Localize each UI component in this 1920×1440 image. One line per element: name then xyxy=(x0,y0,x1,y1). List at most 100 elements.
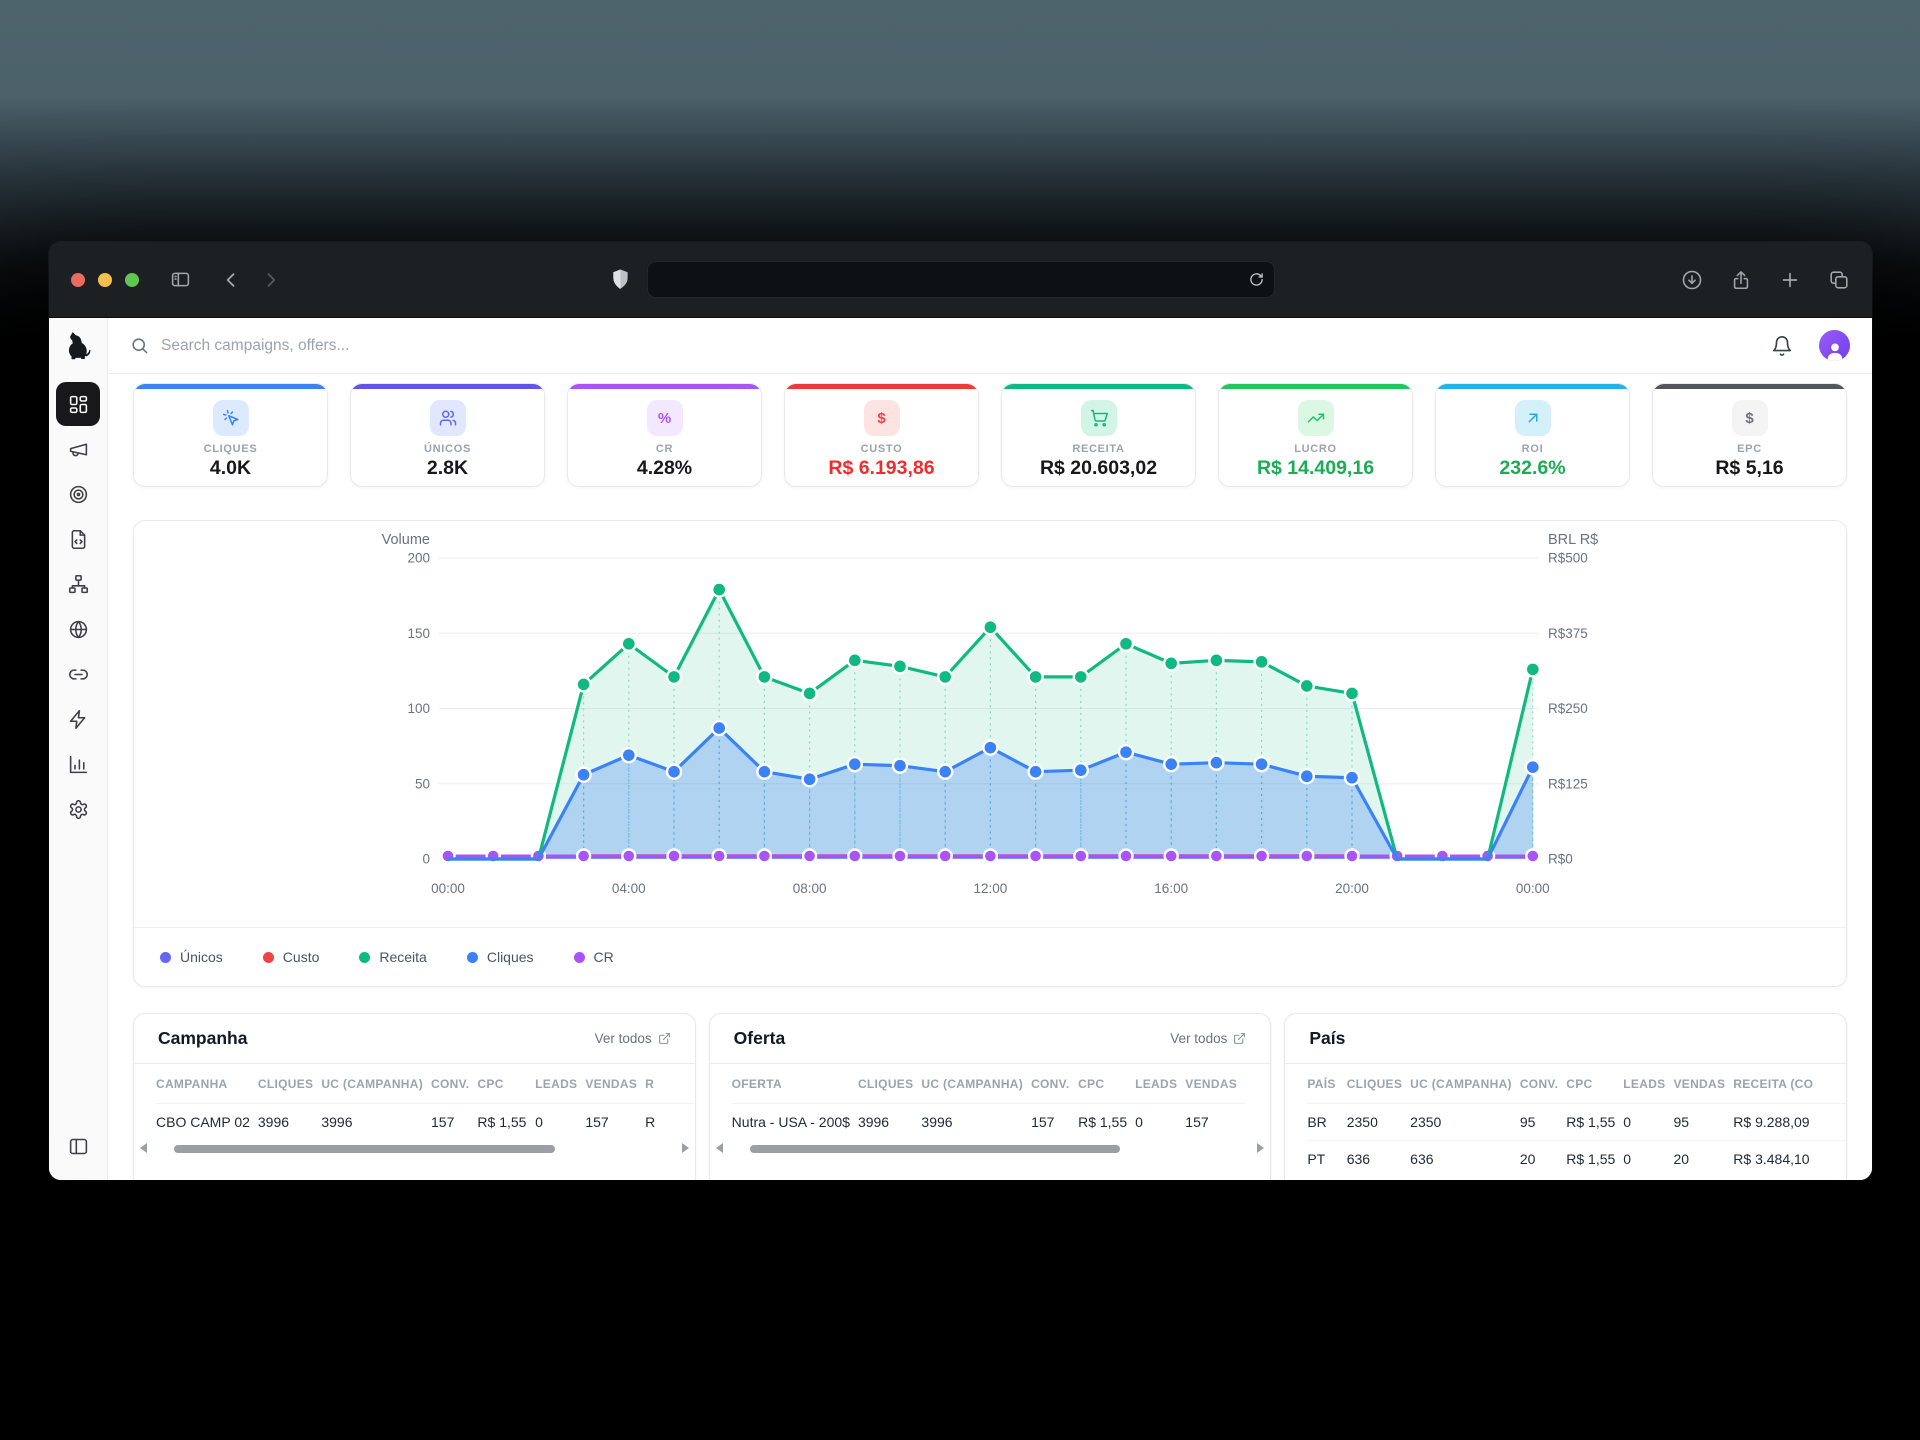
table-cell: 2350 xyxy=(1346,1103,1411,1141)
new-tab-icon[interactable] xyxy=(1779,269,1801,291)
table-scroll-area[interactable]: OFERTA CLIQUES UC (CAMPANHA) CONV. CPC LEADS V… xyxy=(731,1064,1271,1140)
horizontal-scrollbar[interactable] xyxy=(140,1143,689,1154)
metrics-row: CLIQUES 4.0K ÚNICOS 2.8K% CR 4.28% $ CUSTO R$ 6.… xyxy=(133,383,1847,487)
table-cell: BR xyxy=(1307,1103,1347,1141)
svg-text:R$0: R$0 xyxy=(1548,852,1573,867)
sidebar-item-dashboard-grid[interactable] xyxy=(56,382,100,426)
metric-label: CUSTO xyxy=(860,443,903,455)
table-scroll-area[interactable]: PAÍS CLIQUES UC (CAMPANHA) CONV. CPC LEADS VEN… xyxy=(1307,1064,1847,1177)
column-header: VENDAS xyxy=(1673,1077,1726,1091)
metric-accent-bar xyxy=(134,384,327,389)
table-card-header: Campanha Ver todos xyxy=(134,1014,695,1064)
toolbar-right-actions xyxy=(1681,269,1850,291)
minimize-window-button[interactable] xyxy=(98,272,112,287)
scroll-right-icon[interactable] xyxy=(1257,1143,1265,1153)
table-row[interactable]: CBO CAMP 02 3996 3996 157 R$ 1,55 0 157 R xyxy=(156,1103,695,1140)
sidebar-item-bar-chart[interactable] xyxy=(56,742,100,786)
horizontal-scrollbar[interactable] xyxy=(715,1143,1265,1154)
panel-toggle-icon[interactable] xyxy=(56,1124,100,1168)
table-row[interactable]: Nutra - USA - 200$ 3996 3996 157 R$ 1,55 0 157 xyxy=(731,1103,1246,1140)
scrollbar-thumb[interactable] xyxy=(174,1145,555,1153)
column-header: PAÍS xyxy=(1307,1077,1336,1091)
url-bar[interactable] xyxy=(646,261,1275,298)
metric-label: LUCRO xyxy=(1294,443,1337,455)
table-cell: 3996 xyxy=(257,1103,322,1140)
metric-value: R$ 6.193,86 xyxy=(828,457,935,479)
table-cell: R$ 3.484,10 xyxy=(1733,1140,1847,1177)
table-title: Campanha xyxy=(158,1028,248,1048)
table-cell: 95 xyxy=(1519,1103,1567,1141)
external-link-icon xyxy=(1233,1032,1246,1045)
close-window-button[interactable] xyxy=(71,272,85,287)
legend-dot xyxy=(262,951,274,963)
legend-item-únicos[interactable]: Únicos xyxy=(160,949,223,965)
search-input[interactable] xyxy=(161,336,581,355)
link-icon xyxy=(68,664,89,685)
metric-card-únicos: ÚNICOS 2.8K xyxy=(350,383,545,487)
bell-icon[interactable] xyxy=(1771,335,1793,357)
scrollbar-thumb[interactable] xyxy=(749,1145,1120,1153)
column-header: CLIQUES xyxy=(257,1077,314,1091)
metric-icon-box xyxy=(429,400,466,436)
sidebar-item-globe[interactable] xyxy=(56,607,100,651)
metric-value: R$ 5,16 xyxy=(1715,457,1784,479)
address-bar-container xyxy=(612,261,1275,298)
metric-icon-box xyxy=(1514,400,1551,436)
legend-item-cr[interactable]: CR xyxy=(573,949,614,965)
traffic-chart-svg: 0 R$0 50 R$125 100 R$250 150 R$375 200 R$500 Volum… xyxy=(382,532,1599,896)
dollar-icon: $ xyxy=(1745,409,1754,427)
table-cell: 157 xyxy=(1185,1103,1246,1140)
browser-sidebar-toggle-icon[interactable] xyxy=(170,269,191,290)
ver-todos-link[interactable]: Ver todos xyxy=(595,1031,671,1046)
table-cell: 0 xyxy=(535,1103,586,1140)
sidebar-item-link[interactable] xyxy=(56,652,100,696)
tab-overview-icon[interactable] xyxy=(1828,269,1850,291)
cursor-click-icon xyxy=(222,409,240,427)
share-icon[interactable] xyxy=(1730,269,1752,291)
scroll-right-icon[interactable] xyxy=(681,1143,689,1153)
table-card-oferta: Oferta Ver todos OFERTA CLIQUES UC (CAMPANHA… xyxy=(708,1013,1272,1180)
column-header: VENDAS xyxy=(585,1077,638,1091)
back-icon[interactable] xyxy=(221,270,241,290)
column-header: LEADS xyxy=(1135,1077,1178,1091)
sidebar-item-sitemap[interactable] xyxy=(56,562,100,606)
legend-item-custo[interactable]: Custo xyxy=(262,949,319,965)
legend-item-receita[interactable]: Receita xyxy=(359,949,427,965)
sidebar-item-target[interactable] xyxy=(56,472,100,516)
sidebar-item-megaphone[interactable] xyxy=(56,427,100,471)
ver-todos-label: Ver todos xyxy=(594,1031,652,1046)
svg-text:12:00: 12:00 xyxy=(974,881,1008,896)
table-row[interactable]: PT 636 636 20 R$ 1,55 0 20 R$ 3.484,10 xyxy=(1307,1140,1847,1177)
sidebar-item-settings[interactable] xyxy=(56,787,100,831)
table-row[interactable]: BR 2350 2350 95 R$ 1,55 0 95 R$ 9.288,09 xyxy=(1307,1103,1847,1141)
shield-icon[interactable] xyxy=(611,268,630,295)
column-header: OFERTA xyxy=(731,1077,782,1091)
table-title: País xyxy=(1309,1028,1346,1048)
metric-accent-bar xyxy=(1002,384,1195,389)
svg-text:00:00: 00:00 xyxy=(1516,881,1550,896)
legend-dot xyxy=(160,951,171,963)
table-cell: Nutra - USA - 200$ xyxy=(731,1103,858,1140)
dog-logo[interactable] xyxy=(65,331,92,361)
zoom-window-button[interactable] xyxy=(125,272,139,287)
scroll-left-icon[interactable] xyxy=(715,1143,723,1153)
column-header: CAMPANHA xyxy=(156,1077,228,1091)
tables-row: Campanha Ver todos CAMPANHA CLIQUES UC (CAMP… xyxy=(133,1013,1848,1180)
app-content: CLIQUES 4.0K ÚNICOS 2.8K% CR 4.28% $ CUSTO R$ 6.… xyxy=(49,318,1872,1180)
table-cell: 20 xyxy=(1519,1140,1567,1177)
dashboard-main: CLIQUES 4.0K ÚNICOS 2.8K% CR 4.28% $ CUSTO R$ 6.… xyxy=(108,374,1872,1180)
metric-value: 4.0K xyxy=(209,457,252,479)
sidebar-item-file-code[interactable] xyxy=(56,517,100,561)
downloads-icon[interactable] xyxy=(1681,269,1703,291)
scroll-left-icon[interactable] xyxy=(140,1143,147,1153)
user-avatar[interactable] xyxy=(1819,330,1850,361)
legend-item-cliques[interactable]: Cliques xyxy=(466,949,534,965)
ver-todos-link[interactable]: Ver todos xyxy=(1170,1031,1246,1046)
forward-icon[interactable] xyxy=(261,270,281,290)
table-scroll-area[interactable]: CAMPANHA CLIQUES UC (CAMPANHA) CONV. CPC LEAD… xyxy=(156,1064,695,1140)
sidebar-item-zap[interactable] xyxy=(56,697,100,741)
arrow-up-right-icon xyxy=(1524,409,1542,427)
metric-card-epc: $ EPC R$ 5,16 xyxy=(1652,383,1847,487)
svg-text:Volume: Volume xyxy=(382,532,430,548)
reload-icon[interactable] xyxy=(1249,272,1264,287)
